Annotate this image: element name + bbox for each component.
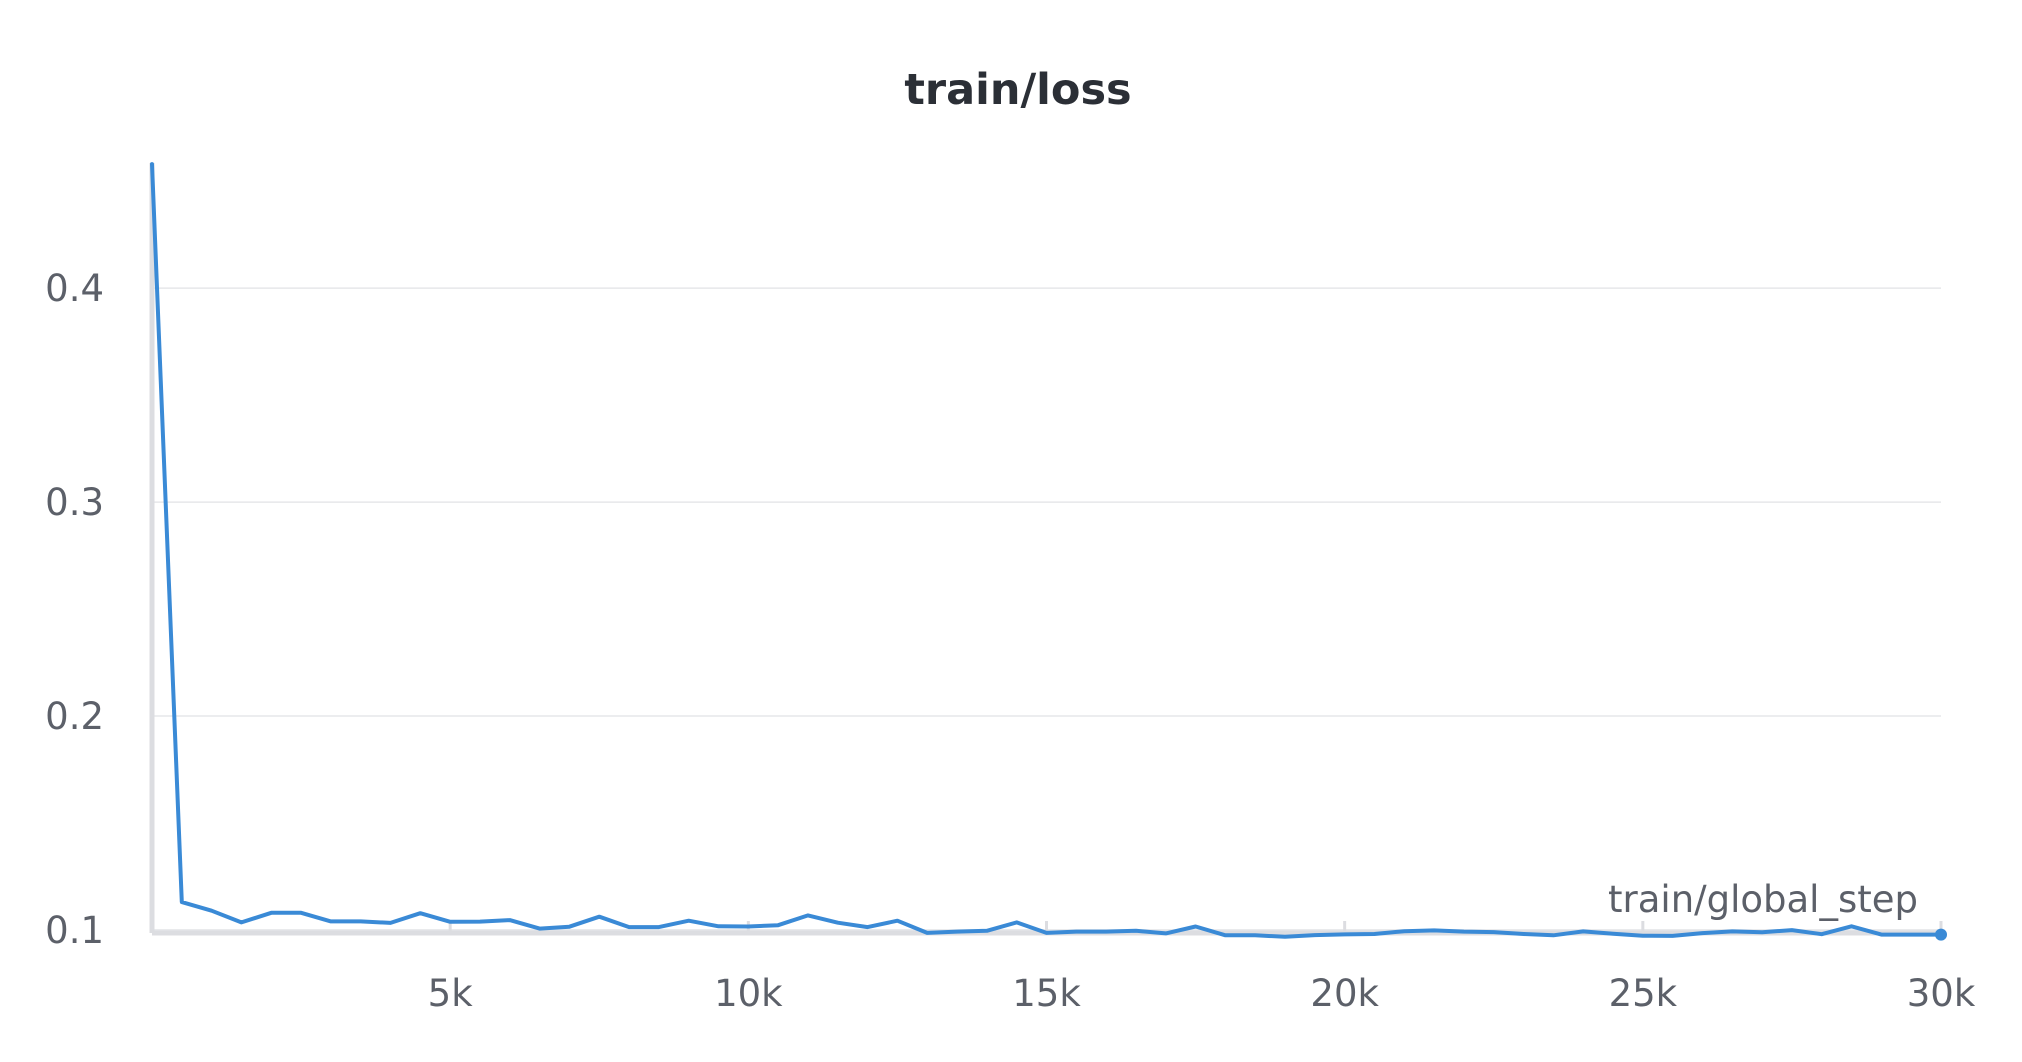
x-axis-title: train/global_step bbox=[1608, 878, 1918, 921]
x-tick-label: 30k bbox=[1907, 972, 1976, 1015]
y-tick-label: 0.2 bbox=[45, 695, 104, 738]
x-tick-label: 20k bbox=[1310, 972, 1379, 1015]
x-tick-label: 25k bbox=[1609, 972, 1678, 1015]
x-tick-label: 15k bbox=[1012, 972, 1081, 1015]
series-end-point bbox=[1935, 928, 1947, 941]
x-tick-label: 10k bbox=[714, 972, 783, 1015]
chart-title: train/loss bbox=[904, 65, 1131, 115]
y-tick-label: 0.1 bbox=[45, 909, 104, 952]
series-line bbox=[150, 162, 1943, 939]
tick-labels: 0.1 0.2 0.3 0.4 5k 10k 15k 20k 25k 30k bbox=[45, 267, 1976, 1015]
y-tick-label: 0.4 bbox=[45, 267, 104, 310]
x-tick-label: 5k bbox=[428, 972, 474, 1015]
grid-lines bbox=[152, 287, 1941, 931]
series-layer bbox=[150, 162, 1947, 941]
y-tick-label: 0.3 bbox=[45, 481, 104, 524]
axes bbox=[149, 163, 1943, 936]
